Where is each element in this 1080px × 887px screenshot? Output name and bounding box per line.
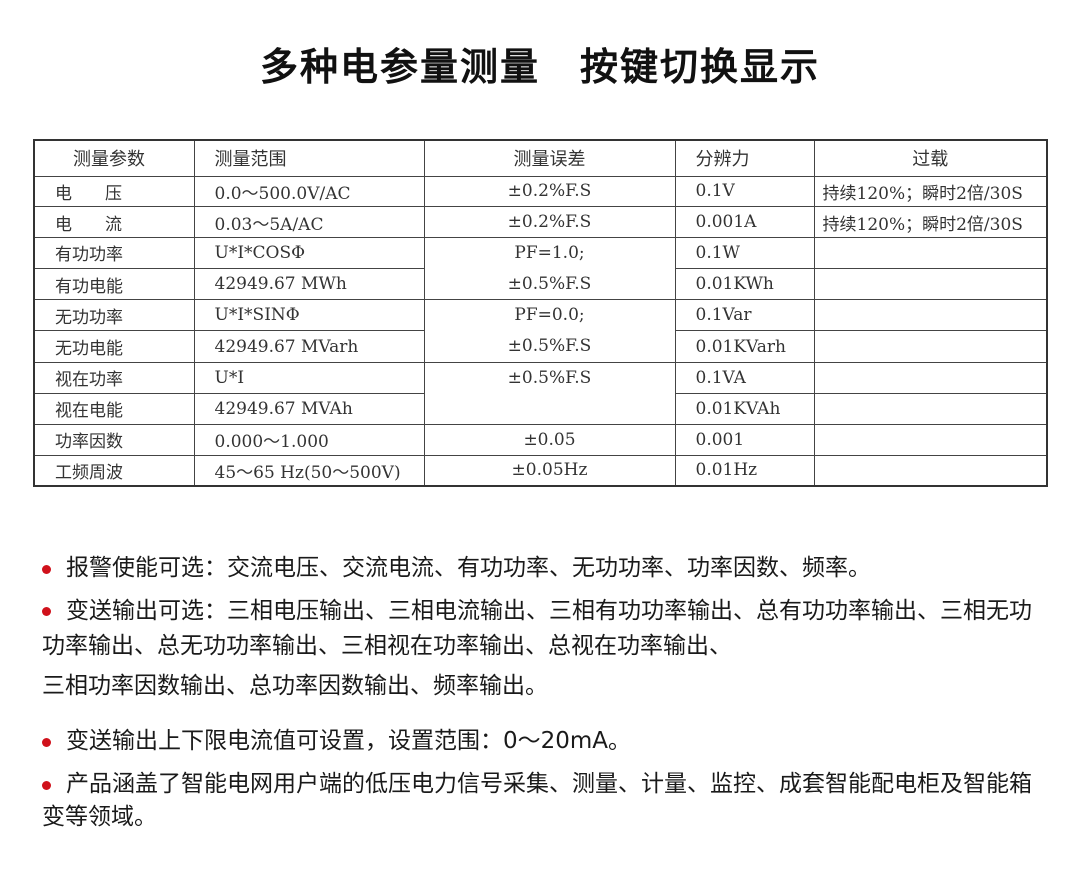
cell-range: 0.000～1.000: [193, 424, 425, 456]
cell-error: ±0.2%F.S: [423, 175, 676, 208]
cell-param: 无功电能: [33, 330, 195, 363]
table-row: 有功电能 42949.67 MWh 0.01KWh: [33, 268, 1048, 301]
error-line: PF=1.0;: [514, 242, 585, 263]
table-row: 视在功率 U*I ±0.5%F.S 0.1VA: [33, 361, 1048, 426]
cell-res: 0.1VA: [674, 361, 815, 394]
bullet-text: 产品涵盖了智能电网用户端的低压电力信号采集、测量、计量、监控、成套智能配电柜及智…: [42, 770, 1032, 831]
cell-range: U*I*SINΦ: [193, 299, 425, 332]
table-row: 电流 0.03～5A/AC ±0.2%F.S 0.001A 持续120%；瞬时2倍/30…: [33, 206, 1048, 238]
cell-range: 42949.67 MVAh: [193, 392, 425, 426]
cell-res: 0.1V: [674, 175, 815, 208]
error-line: PF=0.0;: [514, 305, 585, 326]
cell-error: ±0.5%F.S: [423, 361, 676, 426]
header-error: 测量误差: [423, 139, 676, 177]
cell-error: ±0.05Hz: [423, 454, 676, 487]
error-line: ±0.5%F.S: [507, 335, 592, 356]
cell-param: 电压: [33, 175, 195, 208]
cell-res: 0.01KVarh: [674, 330, 815, 363]
cell-param: 无功功率: [33, 299, 195, 332]
table-row: 有功功率 U*I*COSΦ PF=1.0; ±0.5%F.S 0.1W: [33, 236, 1048, 301]
cell-error: ±0.2%F.S: [423, 206, 676, 238]
cell-overload: [813, 236, 1048, 270]
cell-range: U*I: [193, 361, 425, 394]
header-param: 测量参数: [33, 139, 195, 177]
cell-range: 42949.67 MVarh: [193, 330, 425, 363]
feature-list: 报警使能可选：交流电压、交流电流、有功功率、无功功率、功率因数、频率。 变送输出…: [42, 552, 1052, 834]
cell-overload: 持续120%；瞬时2倍/30S: [813, 206, 1048, 238]
table-row: 功率因数 0.000～1.000 ±0.05 0.001: [33, 424, 1048, 456]
spec-table: 测量参数 测量范围 测量误差 分辨力 过载 电压 0.0～500.0V/AC ±0.…: [33, 139, 1048, 487]
bullet-text: 报警使能可选：交流电压、交流电流、有功功率、无功功率、功率因数、频率。: [66, 555, 871, 581]
header-res: 分辨力: [674, 139, 815, 177]
cell-param: 功率因数: [33, 424, 195, 456]
list-item: 报警使能可选：交流电压、交流电流、有功功率、无功功率、功率因数、频率。: [42, 552, 1052, 585]
cell-param: 有功电能: [33, 268, 195, 301]
list-item: 变送输出可选：三相电压输出、三相电流输出、三相有功功率输出、总有功功率输出、三相…: [42, 594, 1052, 663]
list-item: 变送输出上下限电流值可设置，设置范围：0～20mA。: [42, 725, 1052, 758]
table-row: 无功电能 42949.67 MVarh 0.01KVarh: [33, 330, 1048, 363]
cell-error: PF=0.0; ±0.5%F.S: [423, 299, 676, 363]
table-row: 工频周波 45～65 Hz(50～500V) ±0.05Hz 0.01Hz: [33, 454, 1048, 487]
cell-param: 视在功率: [33, 361, 195, 394]
error-line: ±0.5%F.S: [507, 273, 592, 294]
cell-overload: [813, 454, 1048, 487]
cell-overload: [813, 268, 1048, 301]
title-part: 按键切换显示: [580, 45, 821, 89]
bullet-text: 变送输出上下限电流值可设置，设置范围：0～20mA。: [66, 728, 632, 755]
error-line: ±0.5%F.S: [507, 367, 592, 388]
cell-res: 0.001A: [674, 206, 815, 238]
error-line: [425, 393, 675, 424]
cell-res: 0.001: [674, 424, 815, 456]
cell-overload: 持续120%；瞬时2倍/30S: [813, 175, 1048, 208]
list-item: 三相功率因数输出、总功率因数输出、频率输出。: [42, 663, 1052, 709]
table-row: 电压 0.0～500.0V/AC ±0.2%F.S 0.1V 持续120%；瞬时2倍/3…: [33, 175, 1048, 208]
cell-res: 0.1W: [674, 236, 815, 270]
bullet-dot-icon: [42, 780, 51, 790]
header-overload: 过载: [813, 139, 1048, 177]
table-row: 视在电能 42949.67 MVAh 0.01KVAh: [33, 392, 1048, 426]
cell-error: ±0.05: [423, 424, 676, 456]
list-item: 产品涵盖了智能电网用户端的低压电力信号采集、测量、计量、监控、成套智能配电柜及智…: [42, 768, 1052, 835]
cell-range: 45～65 Hz(50～500V): [193, 454, 425, 487]
title-part: 多种电参量测量: [259, 45, 540, 89]
header-range: 测量范围: [193, 139, 425, 177]
cell-range: 0.03～5A/AC: [193, 206, 425, 238]
cell-overload: [813, 330, 1048, 363]
cell-res: 0.01KWh: [674, 268, 815, 301]
bullet-text: 变送输出可选：三相电压输出、三相电流输出、三相有功功率输出、总有功功率输出、三相…: [42, 598, 1032, 659]
cell-range: 0.0～500.0V/AC: [193, 175, 425, 208]
cell-overload: [813, 299, 1048, 332]
cell-param: 电流: [33, 206, 195, 238]
cell-param: 工频周波: [33, 454, 195, 487]
cell-overload: [813, 424, 1048, 456]
cell-param: 有功功率: [33, 236, 195, 270]
cell-overload: [813, 361, 1048, 394]
bullet-dot-icon: [42, 738, 51, 748]
cell-overload: [813, 392, 1048, 426]
page-title: 多种电参量测量 按键切换显示: [0, 36, 1080, 91]
cell-error: PF=1.0; ±0.5%F.S: [423, 236, 676, 301]
cell-range: 42949.67 MWh: [193, 268, 425, 301]
cell-res: 0.1Var: [674, 299, 815, 332]
bullet-dot-icon: [42, 607, 51, 617]
table-header: 测量参数 测量范围 测量误差 分辨力 过载: [33, 139, 1048, 177]
cell-res: 0.01KVAh: [674, 392, 815, 426]
cell-range: U*I*COSΦ: [193, 236, 425, 270]
cell-res: 0.01Hz: [674, 454, 815, 487]
bullet-text: 三相功率因数输出、总功率因数输出、频率输出。: [42, 673, 548, 700]
cell-param: 视在电能: [33, 392, 195, 426]
table-row: 无功功率 U*I*SINΦ PF=0.0; ±0.5%F.S 0.1Var: [33, 299, 1048, 363]
bullet-dot-icon: [42, 565, 51, 574]
